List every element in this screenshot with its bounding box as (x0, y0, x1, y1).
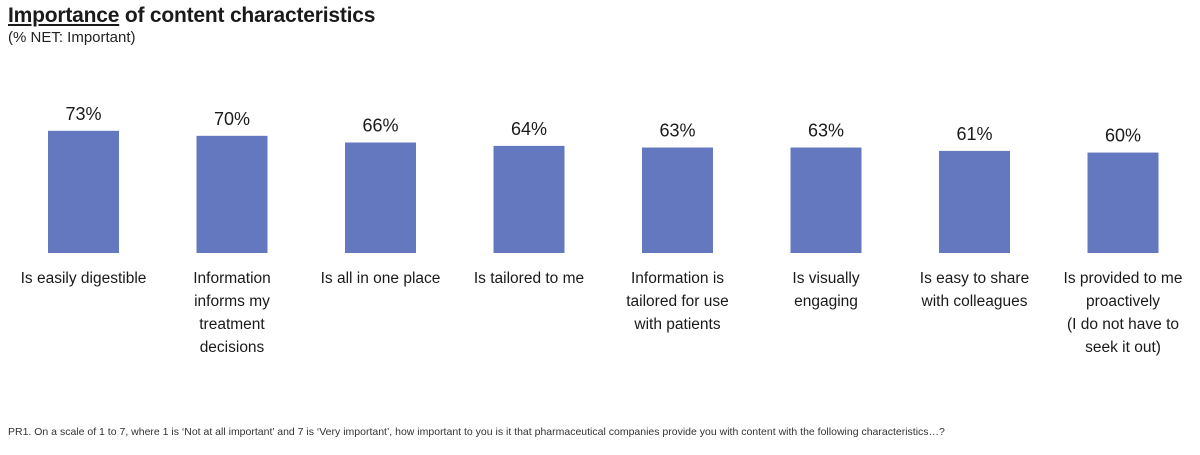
category-label-1: Is easily digestible (21, 270, 147, 287)
category-label-4: Is tailored to me (474, 270, 584, 287)
category-label-8: Is provided to me proactively (I do not ha… (1064, 270, 1183, 356)
bar-2 (196, 135, 268, 253)
category-label-line: proactively (1086, 293, 1160, 310)
category-label-line: seek it out) (1085, 339, 1161, 356)
value-label-3: 66% (362, 116, 398, 136)
category-label-line: engaging (794, 293, 858, 310)
category-label-line: Is easily digestible (21, 270, 147, 287)
category-label-line: Is all in one place (321, 270, 441, 287)
bar-7 (939, 150, 1010, 253)
category-label-line: Is visually (792, 270, 859, 287)
bar-chart: 73% Is easily digestible 70% Information inf… (21, 104, 1183, 356)
value-label-4: 64% (511, 119, 547, 139)
category-label-line: Information (193, 270, 271, 287)
value-label-6: 63% (808, 121, 844, 141)
category-label-line: Is easy to share (920, 270, 1029, 287)
category-label-line: treatment (199, 316, 265, 333)
category-label-line: tailored for use (626, 293, 729, 310)
bar-5 (642, 147, 713, 253)
category-label-line: with patients (633, 316, 720, 333)
category-label-2: Information informs my treatment decisions (193, 270, 271, 356)
footnote: PR1. On a scale of 1 to 7, where 1 is ‘N… (8, 426, 945, 438)
bar-8 (1087, 152, 1159, 253)
bar-1 (48, 130, 119, 253)
chart-title-emphasis: Importance (8, 4, 120, 27)
category-label-line: informs my (194, 293, 270, 310)
category-label-7: Is easy to share with colleagues (920, 270, 1029, 310)
category-label-5: Information is tailored for use with patie… (626, 270, 729, 333)
value-label-8: 60% (1105, 126, 1141, 146)
bar-4 (493, 145, 565, 253)
category-label-6: Is visually engaging (792, 270, 859, 310)
value-label-5: 63% (659, 121, 695, 141)
category-label-line: (I do not have to (1067, 316, 1179, 333)
chart-subtitle: (% NET: Important) (8, 29, 136, 46)
category-label-line: Is provided to me (1064, 270, 1183, 287)
category-label-3: Is all in one place (321, 270, 441, 287)
value-label-7: 61% (956, 124, 992, 144)
bar-6 (790, 147, 862, 253)
category-label-line: decisions (200, 339, 265, 356)
bar-3 (345, 142, 416, 253)
chart-title-rest: of content characteristics (119, 4, 376, 27)
chart-title: Importance of content characteristics (8, 4, 375, 28)
category-label-line: with colleagues (921, 293, 1028, 310)
value-label-1: 73% (65, 104, 101, 124)
category-label-line: Is tailored to me (474, 270, 584, 287)
value-label-2: 70% (214, 109, 250, 129)
category-label-line: Information is (631, 270, 724, 287)
